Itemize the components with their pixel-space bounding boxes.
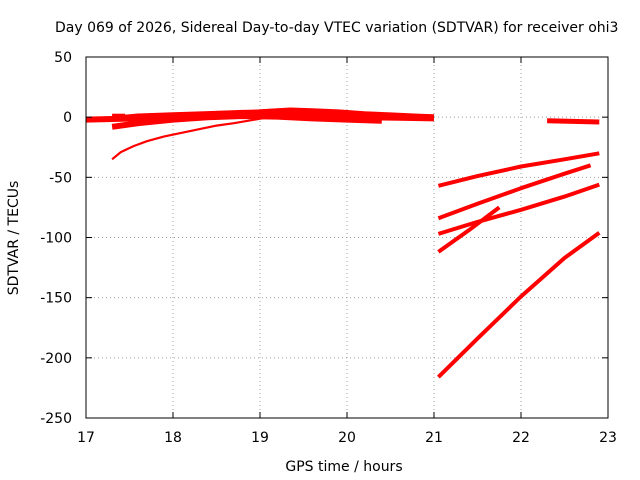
x-tick-label: 17 [77, 430, 95, 446]
x-axis-label: GPS time / hours [285, 459, 402, 475]
y-axis-label: SDTVAR / TECUs [6, 181, 22, 296]
y-tick-label: -150 [40, 291, 72, 307]
series-group [85, 107, 601, 379]
y-tick-label: -250 [40, 411, 72, 427]
series-arc-4 [111, 109, 322, 121]
x-tick-label: 23 [599, 430, 617, 446]
y-tick-label: -100 [40, 231, 72, 247]
series-arc-7 [547, 118, 600, 125]
x-tick-label: 22 [512, 430, 530, 446]
series-arc-10 [437, 182, 600, 236]
series-arc-11 [437, 205, 501, 254]
series-arc-9 [437, 163, 592, 221]
y-tick-label: 50 [54, 50, 72, 66]
y-tick-label: 0 [63, 110, 72, 126]
y-tick-label: -50 [49, 170, 72, 186]
x-tick-label: 19 [251, 430, 269, 446]
ticks: 17 18 19 20 21 22 23 50 0 -50 -100 -150 -200 -250 [40, 50, 617, 446]
y-tick-label: -200 [40, 351, 72, 367]
x-tick-label: 18 [164, 430, 182, 446]
x-tick-label: 21 [425, 430, 443, 446]
series-arc-12 [436, 231, 601, 379]
chart-title: Day 069 of 2026, Sidereal Day-to-day VTE… [55, 20, 618, 36]
series-arc-8 [437, 151, 600, 188]
x-tick-label: 20 [338, 430, 356, 446]
series-arc-5 [294, 114, 435, 122]
